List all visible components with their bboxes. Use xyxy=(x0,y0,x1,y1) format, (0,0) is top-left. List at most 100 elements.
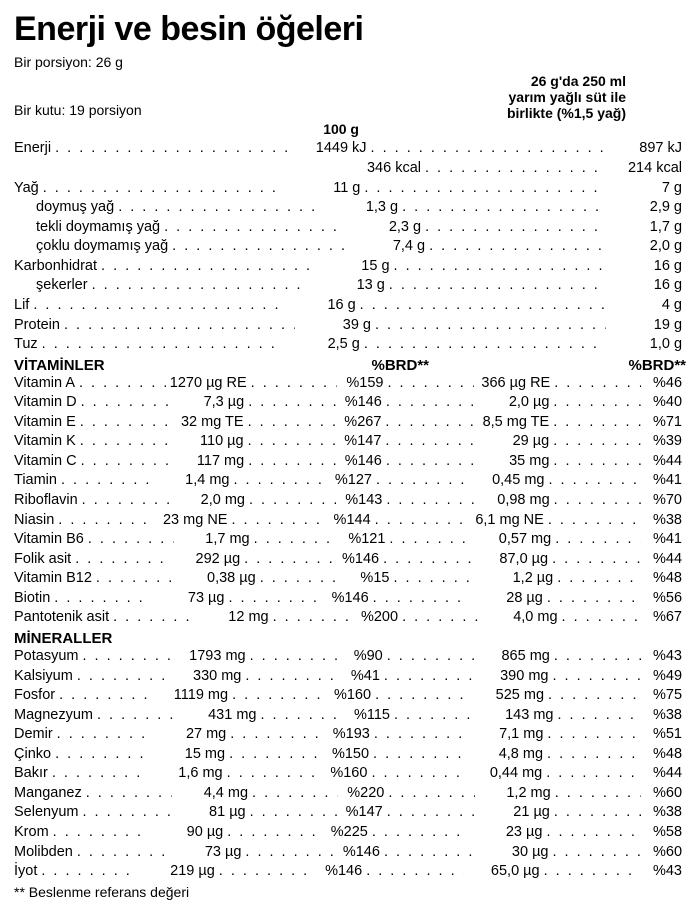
per-serving: 1,7 g xyxy=(606,218,686,238)
per-100g: 39 g xyxy=(295,316,375,336)
per-100g: 7,4 g xyxy=(349,237,429,257)
per-serving: 1,0 g xyxy=(606,335,686,355)
per-100g: 15 g xyxy=(314,257,394,277)
per-100g: 4,4 mg xyxy=(172,784,252,804)
table-row: Fosfor1119 mg%160525 mg%75 xyxy=(14,686,686,706)
table-row: Tiamin1,4 mg%1270,45 mg%41 xyxy=(14,471,686,491)
nutrient-name: Fosfor xyxy=(14,686,59,706)
per-100g: 7,3 µg xyxy=(168,393,248,413)
brd-100g: %150 xyxy=(323,745,373,765)
nutrient-name: Vitamin C xyxy=(14,452,81,472)
table-row: Magnezyum431 mg%115143 mg%38 xyxy=(14,706,686,726)
nutrient-name: Vitamin A xyxy=(14,374,79,394)
servings-per-box: Bir kutu: 19 porsiyon xyxy=(14,101,279,119)
table-row: Vitamin B120,38 µg%151,2 µg%48 xyxy=(14,569,686,589)
brd-100g: %146 xyxy=(323,589,373,609)
nutrient-name: Vitamin K xyxy=(14,432,80,452)
brd-serving: %44 xyxy=(641,550,686,570)
brd-serving: %48 xyxy=(641,569,686,589)
brd-100g: %146 xyxy=(336,452,386,472)
brd-serving: %49 xyxy=(641,667,686,687)
per-serving: 366 µg RE xyxy=(474,374,554,394)
page-title: Enerji ve besin öğeleri xyxy=(14,10,686,49)
table-row: Riboflavin2,0 mg%1430,98 mg%70 xyxy=(14,491,686,511)
per-serving: 4,0 mg xyxy=(482,608,562,628)
table-row: Bakır1,6 mg%1600,44 mg%44 xyxy=(14,764,686,784)
per-100g: 1270 µg RE xyxy=(166,374,251,394)
table-row: Karbonhidrat 15 g 16 g xyxy=(14,257,686,277)
brd-100g: %90 xyxy=(337,647,387,667)
per-100g: 23 mg NE xyxy=(151,511,231,531)
nutrient-name: Protein xyxy=(14,316,64,336)
per-serving: 0,57 mg xyxy=(475,530,555,550)
nutrient-name: tekli doymamış yağ xyxy=(14,218,164,238)
brd-100g: %15 xyxy=(343,569,393,589)
brd-serving: %70 xyxy=(641,491,686,511)
nutrient-name: çoklu doymamış yağ xyxy=(14,237,172,257)
per-100g: 2,0 mg xyxy=(169,491,249,511)
per-100g: 330 mg xyxy=(165,667,245,687)
per-100g: 2,5 g xyxy=(284,335,364,355)
brd-100g: %159 xyxy=(337,374,387,394)
per-serving: 1,2 µg xyxy=(477,569,557,589)
per-serving: 143 mg xyxy=(477,706,557,726)
brd-serving: %38 xyxy=(641,511,686,531)
per-100g: 346 kcal xyxy=(345,159,425,179)
brd-serving: %48 xyxy=(641,745,686,765)
per-serving: 35 mg xyxy=(473,452,553,472)
brd-100g: %146 xyxy=(336,393,386,413)
table-row: Vitamin D7,3 µg%1462,0 µg%40 xyxy=(14,393,686,413)
per-serving: 0,44 mg xyxy=(466,764,546,784)
table-row: Protein39 g19 g xyxy=(14,316,686,336)
table-row: Vitamin B61,7 mg%1210,57 mg%41 xyxy=(14,530,686,550)
per-100g: 1119 mg xyxy=(152,686,232,706)
per-100g: 11 g xyxy=(284,179,364,199)
table-row: Demir27 mg%1937,1 mg%51 xyxy=(14,725,686,745)
table-row: tekli doymamış yağ2,3 g1,7 g xyxy=(14,218,686,238)
nutrient-name: Karbonhidrat xyxy=(14,257,101,277)
brd-100g: %160 xyxy=(325,686,375,706)
table-row: 346 kcal 214 kcal xyxy=(14,159,686,179)
brd-100g: %146 xyxy=(333,550,383,570)
table-row: çoklu doymamış yağ 7,4 g 2,0 g xyxy=(14,237,686,257)
nutrient-name: doymuş yağ xyxy=(14,198,118,218)
brd-serving: %67 xyxy=(641,608,686,628)
per-serving: 2,0 g xyxy=(606,237,686,257)
nutrient-name: Molibden xyxy=(14,843,77,863)
per-100g: 292 µg xyxy=(164,550,244,570)
table-row: Vitamin C117 mg%14635 mg%44 xyxy=(14,452,686,472)
brd-serving: %58 xyxy=(641,823,686,843)
table-row: Tuz2,5 g1,0 g xyxy=(14,335,686,355)
per-100g: 1,7 mg xyxy=(174,530,254,550)
brd-100g: %200 xyxy=(352,608,402,628)
per-100g: 73 µg xyxy=(165,843,245,863)
per-serving: 7,1 mg xyxy=(467,725,547,745)
col3-header: 26 g'da 250 ml yarım yağlı süt ile birli… xyxy=(439,73,626,121)
table-row: Potasyum1793 mg%90865 mg%43 xyxy=(14,647,686,667)
table-row: Pantotenik asit12 mg%2004,0 mg%67 xyxy=(14,608,686,628)
per-serving: 8,5 mg TE xyxy=(473,413,553,433)
per-serving: 214 kcal xyxy=(606,159,686,179)
per-100g: 13 g xyxy=(309,276,389,296)
per-serving: 16 g xyxy=(606,257,686,277)
per-100g: 32 mg TE xyxy=(168,413,248,433)
basic-nutrition-rows: Enerji1449 kJ897 kJ346 kcal214 kcalYağ11… xyxy=(14,139,686,354)
per-100g: 90 µg xyxy=(147,823,227,843)
brd-serving: %38 xyxy=(641,706,686,726)
table-row: Enerji1449 kJ897 kJ xyxy=(14,139,686,159)
nutrient-name: Manganez xyxy=(14,784,86,804)
per-serving: 87,0 µg xyxy=(472,550,552,570)
brd-serving: %38 xyxy=(641,803,686,823)
nutrient-name: Riboflavin xyxy=(14,491,82,511)
per-serving: 0,45 mg xyxy=(468,471,548,491)
brd-serving: %39 xyxy=(641,432,686,452)
brd-100g: %146 xyxy=(334,843,384,863)
table-row: Vitamin E32 mg TE%2678,5 mg TE%71 xyxy=(14,413,686,433)
nutrient-name: Pantotenik asit xyxy=(14,608,113,628)
nutrient-name: Vitamin D xyxy=(14,393,81,413)
nutrient-name: Selenyum xyxy=(14,803,82,823)
per-100g: 110 µg xyxy=(168,432,248,452)
brd-serving: %44 xyxy=(641,764,686,784)
per-100g: 117 mg xyxy=(168,452,248,472)
brd-100g: %225 xyxy=(322,823,372,843)
